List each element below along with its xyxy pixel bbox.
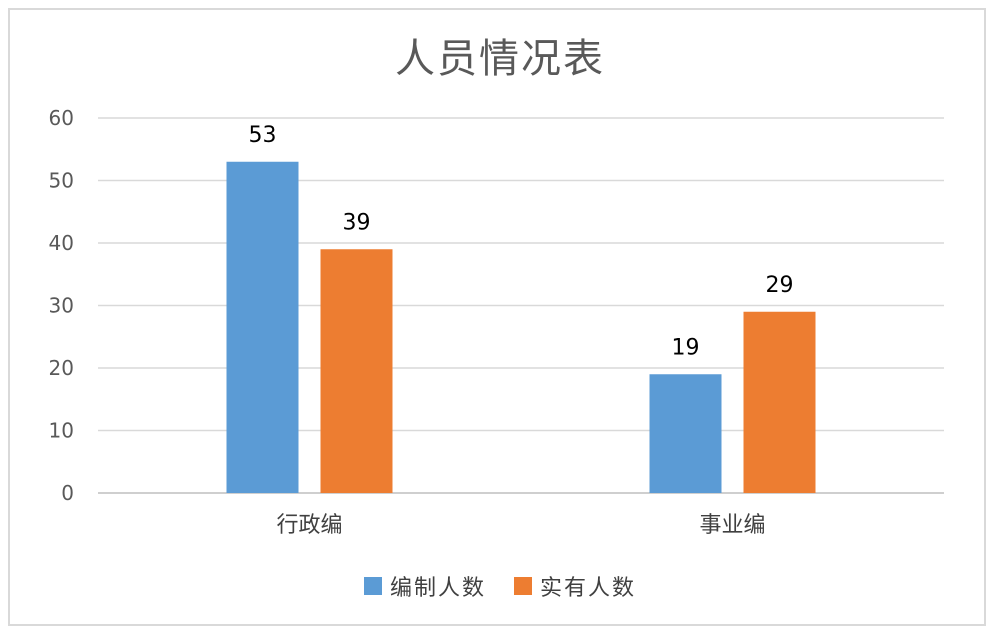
y-tick-label: 50 <box>49 169 74 193</box>
bar-authorized-0 <box>226 161 299 493</box>
y-tick-label: 30 <box>49 294 74 318</box>
y-tick-label: 20 <box>49 356 74 380</box>
legend-swatch <box>363 577 382 595</box>
x-category-label: 行政编 <box>276 513 342 538</box>
y-tick-label: 40 <box>49 231 74 255</box>
x-category-label: 事业编 <box>699 513 765 538</box>
legend-item: 实有人数 <box>514 570 636 602</box>
legend-swatch <box>514 577 532 595</box>
data-label: 53 <box>249 123 277 148</box>
bar-authorized-1 <box>649 374 722 493</box>
y-tick-label: 0 <box>61 481 74 505</box>
legend-label: 编制人数 <box>389 576 486 601</box>
data-label: 29 <box>766 273 794 298</box>
bar-actual-1 <box>743 311 816 493</box>
legend-item: 编制人数 <box>363 570 486 602</box>
legend: 编制人数 实有人数 <box>0 570 1000 602</box>
legend-label: 实有人数 <box>540 576 637 601</box>
y-tick-label: 10 <box>49 419 74 443</box>
y-tick-label: 60 <box>49 106 74 130</box>
chart-title: 人员情况表 <box>395 36 605 82</box>
data-label: 39 <box>343 210 371 235</box>
chart-frame <box>8 8 986 626</box>
data-label: 19 <box>672 335 700 360</box>
bar-actual-0 <box>320 249 393 493</box>
